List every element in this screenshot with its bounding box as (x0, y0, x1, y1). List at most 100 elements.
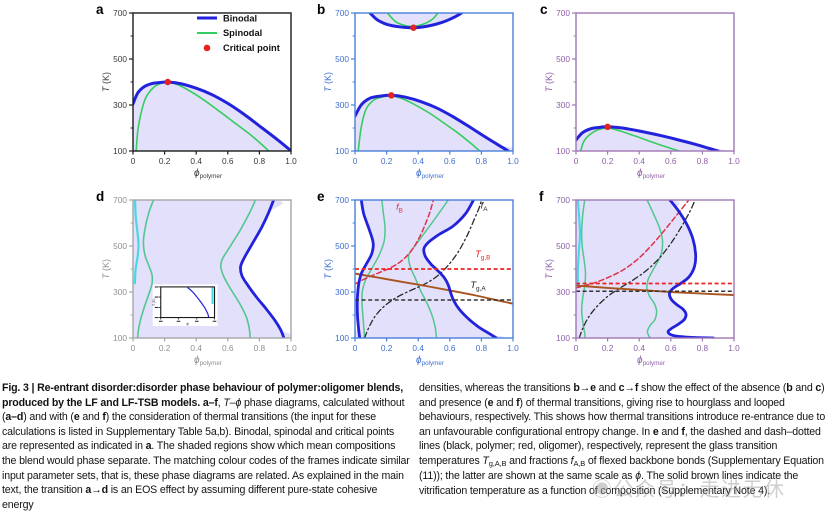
panel-c-ytick-label: 300 (556, 100, 570, 110)
panel-b-axes: 100 300 500 700 0 0.2 0.4 0.6 0.8 1.0 (335, 8, 519, 166)
caption-segment: T (482, 455, 489, 468)
panel-b-xtick-label: 0.8 (476, 156, 488, 166)
panel-f-fraction-fB-oligomer-curve (576, 200, 690, 289)
panel-letter-b: b (317, 2, 325, 17)
caption-segment: phase diagrams, calculated without ( (2, 396, 405, 424)
panel-d-binodal-curve (239, 200, 286, 338)
caption-segment: and (792, 382, 816, 394)
caption-segment: f (516, 396, 520, 409)
panel-a: 100 300 500 700 0 0.2 0.4 0.6 0.8 1.0 T (K) ϕpolyme… (96, 2, 297, 180)
panel-a-xtick-label: 0.4 (190, 156, 202, 166)
panel-d-xtick-label: 0.2 (159, 343, 171, 353)
caption-column-left: Fig. 3 | Re-entrant disorder:disorder ph… (2, 381, 411, 512)
caption-segment: and (595, 382, 619, 394)
caption-segment: c (815, 382, 822, 394)
panel-b-xtick-label: 0.2 (381, 156, 393, 166)
panel-a-xtick-label: 1.0 (285, 156, 297, 166)
caption-segment: a–f (202, 396, 218, 409)
panel-a-ytick-label: 700 (113, 8, 127, 18)
caption-segment: e (73, 411, 80, 424)
panel-e-ytick-label: 300 (335, 287, 349, 297)
panel-f-shaded-region (576, 200, 719, 338)
panel-f-vitrified-boundary-cyan-curve (576, 200, 582, 287)
inset-binodal-curve (187, 287, 210, 318)
panel-c: 100 300 500 700 0 0.2 0.4 0.6 0.8 1.0 T (K) ϕpolyme… (540, 2, 740, 180)
inset-ylabel: T (K) (152, 298, 156, 305)
panel-b-plot-area (355, 13, 513, 151)
panel-e-spinodal-left-curve (361, 200, 386, 338)
legend-label: Critical point (223, 43, 280, 53)
panel-f-binodal-curve (666, 200, 715, 338)
panel-f-plot-area (576, 200, 734, 338)
caption-segment: . The shaded regions show which mean com… (2, 440, 410, 497)
panel-e-ytick-label: 500 (335, 241, 349, 251)
panel-c-plot-area (576, 125, 727, 151)
panel-a-xtick-label: 0.2 (159, 156, 171, 166)
panel-b-ytick-label: 500 (335, 54, 349, 64)
panel-a-ytick-label: 100 (113, 146, 127, 156)
caption-segment: and fractions (506, 455, 571, 468)
panel-c-axes: 100 300 500 700 0 0.2 0.4 0.6 0.8 1.0 (556, 8, 740, 166)
panel-f-ytick-label: 700 (556, 195, 570, 205)
panel-letter-c: c (540, 2, 548, 17)
caption-segment: , (217, 396, 224, 409)
panel-f-xtick-label: 0.8 (697, 343, 709, 353)
panel-e-ylabel: T (K) (323, 259, 333, 279)
panel-c-ytick-label: 100 (556, 146, 570, 156)
panel-c-xtick-label: 0 (574, 156, 579, 166)
panel-b-shaded-region (370, 13, 462, 28)
panel-c-xtick-label: 0.8 (697, 156, 709, 166)
panel-a-ytick-label: 500 (113, 54, 127, 64)
caption-segment: densities, whereas the transitions (419, 382, 574, 394)
caption-segment: and (493, 396, 517, 409)
panel-d-ytick-label: 300 (113, 287, 127, 297)
caption-segment: f (570, 455, 574, 468)
caption-segment: b→e (573, 382, 596, 394)
panel-a-axes: 100 300 500 700 0 0.2 0.4 0.6 0.8 1.0 (113, 8, 297, 166)
caption-segment: and (658, 425, 682, 438)
caption-segment: ϕ (635, 470, 641, 483)
panel-d-axes: 100 300 500 700 0 0.2 0.4 0.6 0.8 1.0 (113, 195, 297, 353)
panel-e-axes: 100 300 500 700 0 0.2 0.4 0.6 0.8 1.0 (335, 195, 519, 353)
panel-e-xtick-label: 0.8 (476, 343, 488, 353)
panel-f-spinodal-left-curve (580, 200, 587, 338)
panel-f-ytick-label: 500 (556, 241, 570, 251)
legend: Binodal Spinodal Critical point (196, 13, 280, 53)
panel-e-binodal-left-curve (355, 200, 375, 338)
panel-d-xtick-label: 0.8 (254, 343, 266, 353)
panel-c-xtick-label: 0.4 (633, 156, 645, 166)
caption-segment: show the effect of the absence ( (638, 382, 787, 394)
legend-label: Binodal (223, 13, 257, 23)
panel-e-label-Tg,B: Tg,B (475, 249, 490, 261)
caption-segment: is an EOS effect by assuming different p… (2, 484, 378, 511)
panel-f-xtick-label: 0 (574, 343, 579, 353)
panel-d-xlabel: ϕpolymer (194, 355, 222, 367)
panel-b-xtick-label: 0.4 (412, 156, 424, 166)
panel-f: 100 300 500 700 0 0.2 0.4 0.6 0.8 1.0 T (K) ϕpolyme… (539, 189, 740, 367)
panel-b-shaded-region (355, 95, 513, 151)
panel-e-xtick-label: 0.4 (412, 343, 424, 353)
panel-e-label-Tg,A: Tg,A (470, 280, 486, 292)
panel-e-ytick-label: 100 (335, 333, 349, 343)
panel-e-fraction-fA-polymer-curve (363, 200, 483, 338)
caption-segment: and (79, 411, 103, 424)
panel-b-xtick-label: 0 (353, 156, 358, 166)
panel-e-xtick-label: 0.6 (444, 343, 456, 353)
panel-c-xtick-label: 1.0 (728, 156, 740, 166)
panel-c-shaded-region (576, 126, 727, 151)
caption-segment: f (102, 411, 106, 424)
panel-e-label-fA: fA (481, 201, 489, 213)
panel-e: 100 300 500 700 0 0.2 0.4 0.6 0.8 1.0 T (K) ϕpolyme… (317, 189, 519, 367)
caption-segment: ) and with ( (23, 411, 74, 424)
caption-segment: f (681, 425, 685, 438)
panel-a-ylabel: T (K) (101, 72, 111, 92)
caption-segment: . The solid brown lines indicate the vit… (419, 470, 799, 497)
panel-e-ytick-label: 700 (335, 195, 349, 205)
panel-b-xtick-label: 1.0 (507, 156, 519, 166)
panel-f-xtick-label: 0.6 (665, 343, 677, 353)
caption-column-right: densities, whereas the transitions b→e a… (419, 381, 828, 499)
inset-frame (160, 286, 216, 319)
panel-d-spinodal-left-curve (136, 200, 155, 338)
panel-f-fraction-fA-polymer-curve (578, 200, 696, 338)
